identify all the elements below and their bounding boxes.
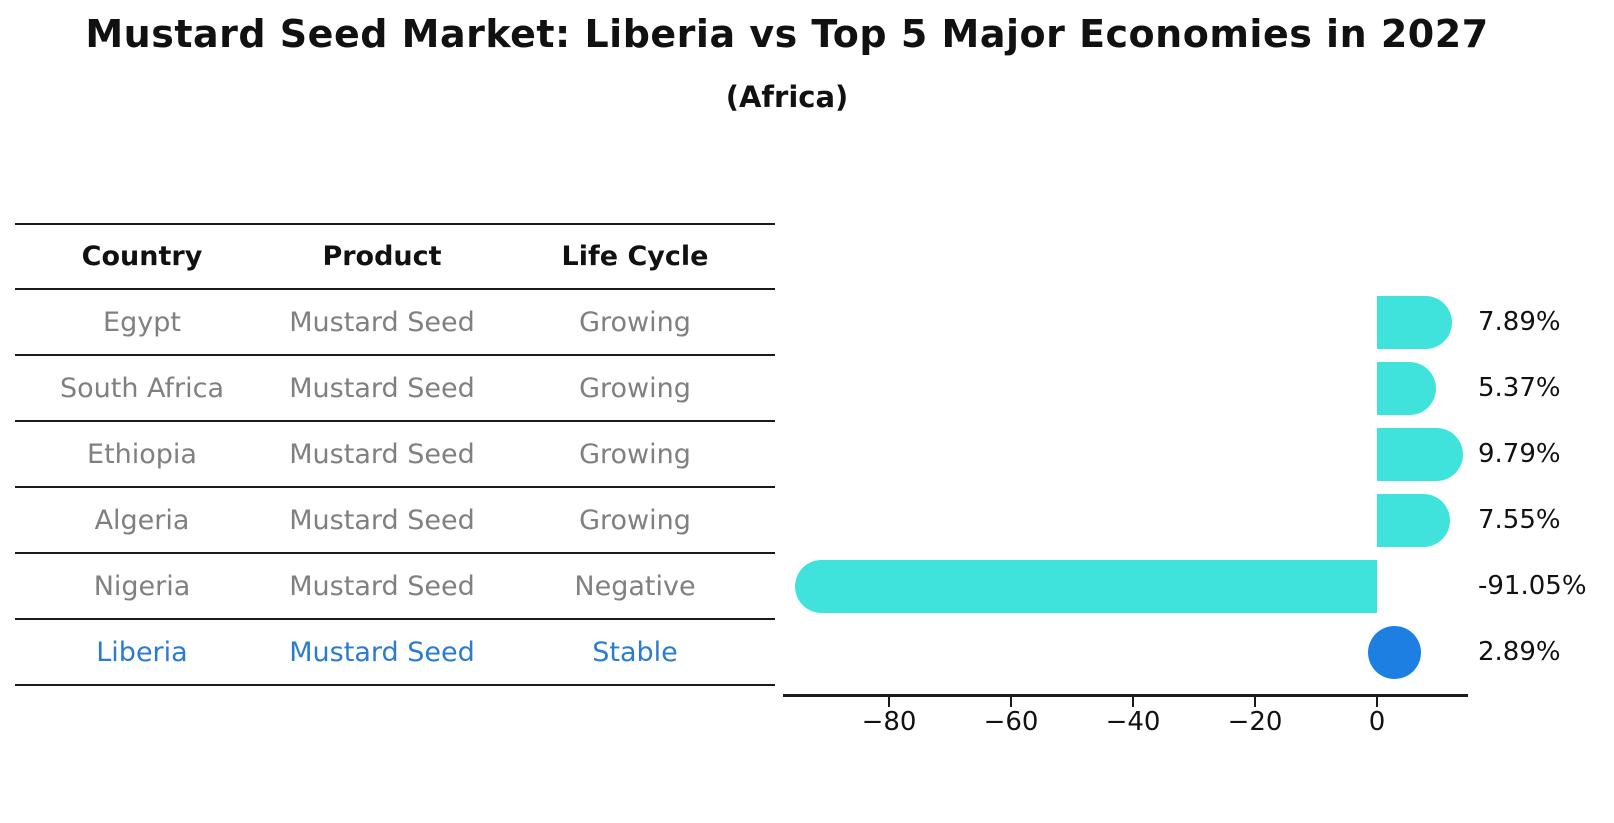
x-tick--60 [1009, 697, 1013, 707]
table-cell-country: Egypt [103, 306, 181, 338]
x-tick--80 [887, 697, 891, 707]
table-cell-life-cycle: Negative [574, 570, 696, 602]
bar-ethiopia [1377, 427, 1464, 481]
chart-title: Mustard Seed Market: Liberia vs Top 5 Ma… [85, 12, 1489, 56]
table-cell-life-cycle: Growing [579, 306, 691, 338]
x-tick-label--40: −40 [1105, 707, 1161, 737]
x-tick--20 [1253, 697, 1257, 707]
table-row-egypt: Egypt Mustard Seed Growing [15, 290, 775, 356]
table-body: Egypt Mustard Seed Growing South Africa Must… [15, 290, 775, 686]
table-cell-product: Mustard Seed [289, 504, 475, 536]
table-row-south-africa: South Africa Mustard Seed Growing [15, 356, 775, 422]
x-tick-label-0: 0 [1368, 707, 1386, 737]
table-cell-life-cycle: Growing [579, 504, 691, 536]
bar-nigeria [795, 559, 1377, 613]
value-label-ethiopia: 9.79% [1478, 439, 1561, 469]
table-header-country: Country [81, 241, 203, 272]
market-table: Country Product Life Cycle Egypt Mustard … [15, 223, 775, 686]
table-cell-product: Mustard Seed [289, 306, 475, 338]
x-tick-label--80: −80 [861, 707, 917, 737]
x-tick-label--60: −60 [983, 707, 1039, 737]
table-cell-product: Mustard Seed [289, 570, 475, 602]
table-header-row: Country Product Life Cycle [15, 223, 775, 290]
x-axis-line [783, 694, 1468, 697]
table-cell-country: Liberia [96, 636, 188, 668]
table-header-product: Product [322, 241, 442, 272]
table-cell-life-cycle: Growing [579, 438, 691, 470]
table-row-algeria: Algeria Mustard Seed Growing [15, 488, 775, 554]
bar-south-africa [1377, 361, 1437, 415]
value-label-nigeria: -91.05% [1478, 571, 1587, 601]
table-cell-country: Ethiopia [87, 438, 197, 470]
table-row-ethiopia: Ethiopia Mustard Seed Growing [15, 422, 775, 488]
bar-algeria [1377, 493, 1450, 547]
table-row-nigeria: Nigeria Mustard Seed Negative [15, 554, 775, 620]
table-cell-product: Mustard Seed [289, 438, 475, 470]
table-row-liberia: Liberia Mustard Seed Stable [15, 620, 775, 686]
table-cell-life-cycle: Stable [592, 636, 678, 668]
bar-liberia [1368, 625, 1422, 679]
table-cell-country: Nigeria [93, 570, 191, 602]
table-cell-product: Mustard Seed [289, 372, 475, 404]
x-tick--40 [1131, 697, 1135, 707]
bar-egypt [1377, 295, 1452, 349]
value-label-algeria: 7.55% [1478, 505, 1561, 535]
x-tick-0 [1375, 697, 1379, 707]
value-label-egypt: 7.89% [1478, 307, 1561, 337]
table-cell-product: Mustard Seed [289, 636, 475, 668]
table-cell-country: Algeria [94, 504, 190, 536]
x-tick-label--20: −20 [1227, 707, 1283, 737]
value-label-liberia: 2.89% [1478, 637, 1561, 667]
table-cell-life-cycle: Growing [579, 372, 691, 404]
table-cell-country: South Africa [59, 372, 225, 404]
value-label-south-africa: 5.37% [1478, 373, 1561, 403]
chart-subtitle: (Africa) [725, 80, 849, 114]
table-header-life-cycle: Life Cycle [561, 241, 709, 272]
